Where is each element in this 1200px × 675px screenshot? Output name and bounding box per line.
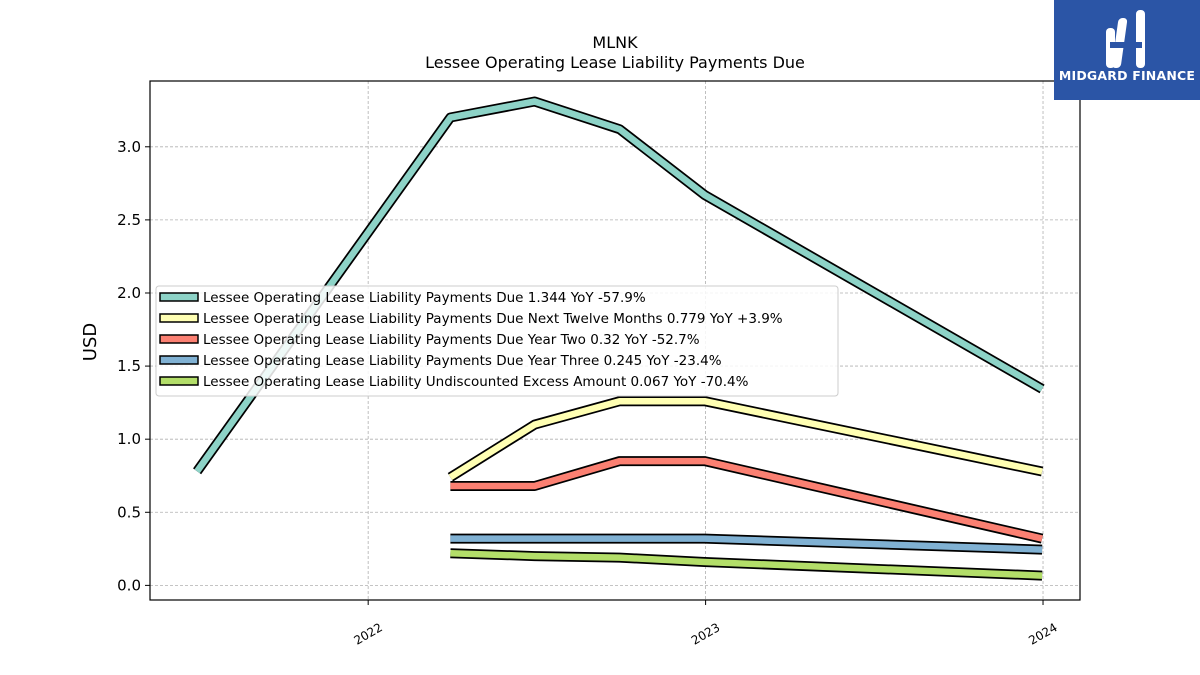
- brand-logo: MIDGARD FINANCE: [1054, 0, 1200, 100]
- y-tick-label: 1.0: [117, 430, 141, 448]
- legend-swatch: [159, 334, 199, 344]
- x-tick-label: 2022: [351, 620, 384, 647]
- legend-label: Lessee Operating Lease Liability Payment…: [203, 332, 700, 348]
- legend-swatch: [159, 313, 199, 323]
- series-line: [447, 396, 1044, 482]
- chart-title: MLNK: [592, 33, 638, 52]
- y-tick-label: 0.5: [117, 503, 141, 521]
- series-line-fill: [450, 549, 1043, 579]
- series-line: [450, 548, 1043, 581]
- y-tick-label: 2.5: [117, 211, 141, 229]
- legend: Lessee Operating Lease Liability Payment…: [155, 285, 839, 397]
- brand-name: MIDGARD FINANCE: [1058, 68, 1196, 83]
- y-tick-label: 2.0: [117, 284, 141, 302]
- y-axis-label: USD: [80, 323, 101, 361]
- legend-label: Lessee Operating Lease Liability Payment…: [203, 353, 722, 369]
- legend-box: [155, 285, 839, 397]
- legend-label: Lessee Operating Lease Liability Payment…: [203, 311, 783, 327]
- chart-subtitle: Lessee Operating Lease Liability Payment…: [425, 53, 805, 72]
- midgard-logo-icon: [1106, 10, 1145, 68]
- legend-label: Lessee Operating Lease Liability Undisco…: [203, 374, 749, 390]
- legend-label: Lessee Operating Lease Liability Payment…: [203, 290, 646, 306]
- x-tick-label: 2023: [689, 620, 722, 647]
- series-line-fill: [448, 397, 1043, 480]
- series-layer: [193, 96, 1045, 581]
- x-tick-label: 2024: [1026, 620, 1059, 647]
- legend-swatch: [159, 376, 199, 386]
- series-line-fill: [450, 535, 1043, 553]
- legend-swatch: [159, 355, 199, 365]
- series-line-fill: [194, 98, 1044, 474]
- plot-frame: [149, 80, 1081, 601]
- legend-swatch: [159, 292, 199, 302]
- series-line: [193, 96, 1045, 475]
- y-tick-label: 0.0: [117, 576, 141, 594]
- y-axis: 0.0 0.5 1.0 1.5 2.0 2.5 3.0: [117, 138, 150, 594]
- series-line: [450, 533, 1043, 555]
- series-line: [450, 456, 1044, 544]
- x-axis: 2022 2023 2024: [351, 600, 1060, 648]
- y-tick-label: 1.5: [117, 357, 141, 375]
- series-line-fill: [450, 457, 1043, 542]
- y-tick-label: 3.0: [117, 138, 141, 156]
